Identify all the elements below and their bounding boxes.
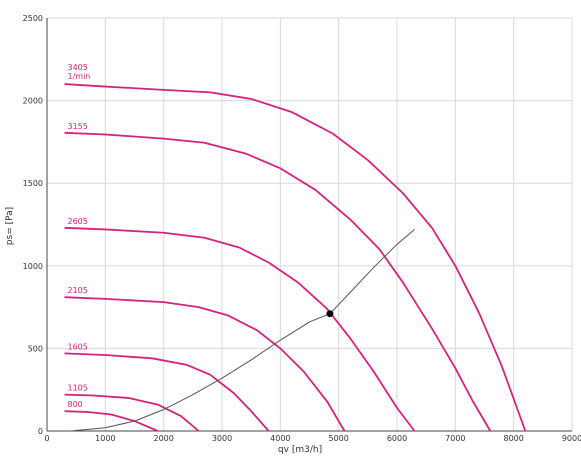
grid <box>46 17 573 432</box>
y-tick-label: 1500 <box>23 179 43 188</box>
x-tick-label: 6000 <box>387 434 407 443</box>
operating-point <box>326 310 334 318</box>
curve-label-2105: 2105 <box>68 286 88 295</box>
y-axis-label: ps= [Pa] <box>5 207 15 245</box>
curve-label-3155: 3155 <box>68 122 88 131</box>
fan-curve-3405 <box>64 83 527 432</box>
system-curve-layer <box>70 229 415 432</box>
fan-curve-1105 <box>64 393 200 432</box>
system-curve <box>70 229 415 432</box>
y-tick-label: 1000 <box>23 262 43 271</box>
x-tick-label: 9000 <box>562 434 581 443</box>
curve-label-2605: 2605 <box>68 217 88 226</box>
x-tick-label: 3000 <box>212 434 232 443</box>
y-tick-label: 2000 <box>23 97 43 106</box>
y-tick-label: 0 <box>38 427 43 436</box>
fan-curve-2605 <box>64 226 416 432</box>
curve-label-1605: 1605 <box>68 342 88 351</box>
tick-labels: 0 1000 2000 3000 4000 5000 6000 7000 8000 9000 0 50… <box>23 14 581 443</box>
fan-curve-2105 <box>64 296 346 432</box>
fan-curve-800 <box>64 410 159 432</box>
y-tick-label: 2500 <box>23 14 43 23</box>
fan-curve-3155 <box>64 131 492 432</box>
x-tick-label: 7000 <box>445 434 465 443</box>
curve-label-800: 800 <box>68 400 83 409</box>
x-axis-label: qv [m3/h] <box>278 445 322 455</box>
fan-curves <box>64 83 527 432</box>
x-tick-label: 1000 <box>95 434 115 443</box>
fan-curve-1605 <box>64 352 270 432</box>
y-tick-label: 500 <box>28 344 43 353</box>
curve-unit-label: 1/min <box>68 72 91 81</box>
x-tick-label: 2000 <box>153 434 173 443</box>
x-tick-label: 5000 <box>328 434 348 443</box>
x-tick-label: 0 <box>44 434 49 443</box>
curve-label-1105: 1105 <box>68 384 88 393</box>
curve-label-3405: 3405 <box>68 63 88 72</box>
x-tick-label: 4000 <box>270 434 290 443</box>
x-tick-label: 8000 <box>503 434 523 443</box>
